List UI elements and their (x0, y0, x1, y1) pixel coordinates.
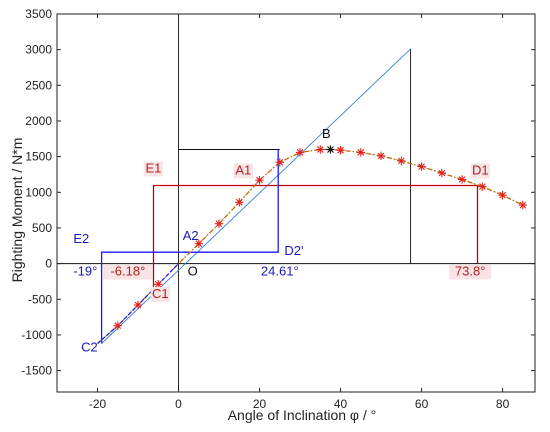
y-tick-label: -1000 (21, 328, 52, 342)
marker-stroke (215, 220, 223, 228)
y-axis-title: Righting Moment / N*m (9, 138, 25, 283)
marker-stroke (398, 157, 405, 165)
marker-stroke (337, 146, 344, 154)
y-tick-label: 500 (32, 221, 52, 235)
annotation-label: D1 (472, 162, 489, 177)
data-point-marker (235, 198, 244, 207)
annotation-label: A2 (183, 228, 199, 243)
x-tick-label: 40 (334, 397, 348, 411)
peak-marker (326, 145, 335, 154)
annotation-label: C2 (81, 339, 98, 354)
data-point-marker (376, 151, 386, 161)
marker-stroke (195, 240, 203, 247)
annotation-background (103, 264, 153, 280)
y-tick-label: 3500 (25, 7, 52, 21)
x-tick-label: -20 (89, 397, 107, 411)
marker-stroke (256, 176, 263, 184)
data-point-marker (295, 148, 305, 157)
annotation-label: -6.18° (110, 263, 145, 278)
marker-stroke (235, 198, 243, 206)
x-tick-label: 0 (175, 397, 182, 411)
annotation-label: C1 (152, 286, 169, 301)
data-point-marker (133, 300, 143, 310)
annotation-label: E1 (145, 160, 161, 175)
marker-stroke (276, 159, 284, 166)
plot-frame (56, 13, 536, 393)
marker-stroke (154, 280, 162, 288)
annotations: B E1 A1 D1 E2 A2 D2' -19° -6.18° O 24.61° 73.8° C1 C2 (73, 126, 492, 354)
data-point-marker (275, 158, 284, 167)
marker-stroke (438, 169, 446, 177)
y-tick-label: 1500 (25, 150, 52, 164)
data-point-marker (457, 175, 467, 184)
data-point-marker (194, 239, 203, 248)
righting-moment-curve (97, 148, 524, 344)
data-point-marker (498, 191, 507, 200)
y-tick-label: 3000 (25, 43, 52, 57)
annotation-label: A1 (235, 162, 251, 177)
data-point-marker (316, 145, 325, 154)
x-tick-label: 80 (496, 397, 510, 411)
x-tick-label: 60 (415, 397, 429, 411)
data-point-marker (478, 182, 487, 191)
data-point-marker (214, 219, 224, 228)
y-tick-label: 2500 (25, 78, 52, 92)
y-tick-label: 2000 (25, 114, 52, 128)
marker-stroke (327, 146, 334, 153)
annotation-label: 73.8° (455, 263, 486, 278)
data-markers (113, 145, 527, 330)
marker-stroke (499, 191, 506, 199)
y-tick-label: -1500 (21, 364, 52, 378)
marker-stroke (357, 149, 365, 156)
annotation-label: D2' (284, 243, 303, 258)
data-point-marker (417, 162, 426, 171)
marker-stroke (458, 176, 466, 183)
marker-stroke (377, 152, 385, 160)
data-point-marker (437, 168, 446, 178)
annotation-background (470, 163, 490, 179)
data-point-marker (397, 156, 406, 166)
marker-stroke (519, 201, 527, 209)
axes: -20 0 20 40 60 80 -1500 -1000 -500 0 500 1000 1500 20… (21, 7, 536, 411)
data-point-marker (356, 148, 365, 157)
red-construction-line (152, 184, 479, 298)
annotation-background (233, 163, 253, 179)
annotation-label: B (322, 126, 331, 141)
y-tick-label: 1000 (25, 185, 52, 199)
annotation-background (150, 286, 170, 302)
annotation-label: 24.61° (261, 263, 299, 278)
y-tick-label: -500 (28, 292, 52, 306)
y-tick-label: 0 (45, 257, 52, 271)
marker-stroke (316, 146, 324, 153)
marker-stroke (114, 322, 122, 329)
x-tick-label: 20 (253, 397, 267, 411)
data-point-marker (113, 321, 122, 330)
annotation-label: E2 (73, 231, 89, 246)
annotation-label: O (188, 263, 198, 278)
data-point-marker (255, 176, 264, 185)
annotation-label: -19° (73, 263, 97, 278)
x-axis-title: Angle of Inclination φ / ° (228, 407, 377, 423)
annotation-background (449, 264, 492, 280)
marker-stroke (296, 149, 304, 156)
data-point-marker (518, 200, 527, 210)
marker-stroke (418, 163, 425, 170)
annotation-background (143, 161, 164, 177)
data-point-marker (336, 146, 345, 155)
marker-stroke (479, 183, 486, 190)
marker-stroke (134, 301, 142, 309)
